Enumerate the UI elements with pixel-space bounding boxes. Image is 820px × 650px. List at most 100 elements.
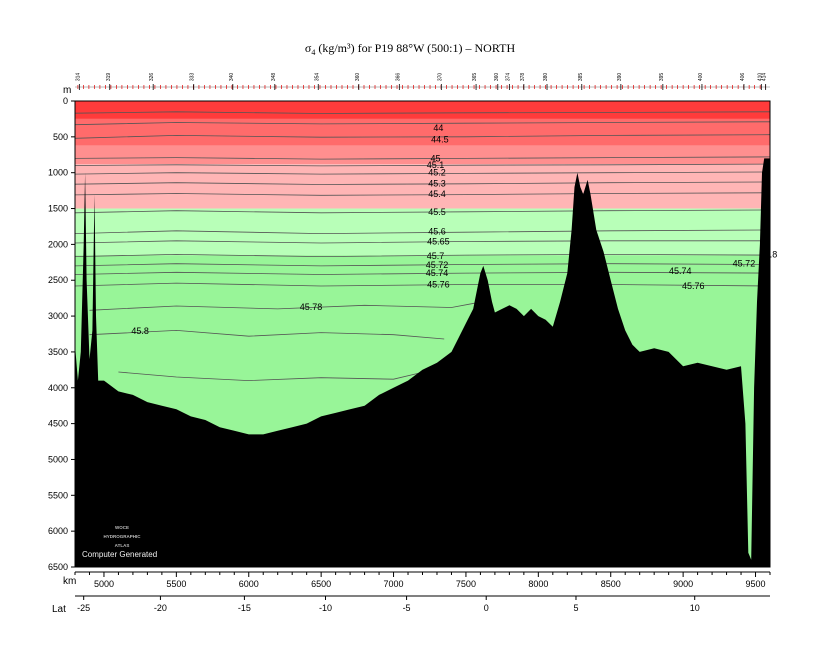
isopycnal-contour <box>74 111 771 114</box>
lat-tick-label: 10 <box>690 603 700 613</box>
contour-label: 45 <box>431 153 441 163</box>
station-label: 414 <box>762 73 768 82</box>
depth-tick-label: 2500 <box>48 275 68 285</box>
lat-tick-label: -20 <box>154 603 167 613</box>
isopycnal-contour <box>74 121 771 126</box>
station-label: 370 <box>437 73 443 82</box>
density-band <box>75 208 770 256</box>
logo-line-3: ATLAS <box>115 543 130 548</box>
km-tick-label: 7000 <box>384 579 404 589</box>
contour-label: 45.72 <box>733 259 756 269</box>
title-text: (kg/m³) for P19 88°W (500:1) – NORTH <box>315 41 515 55</box>
contour-label: 45.76 <box>682 281 705 291</box>
station-label: 365 <box>472 73 478 82</box>
depth-tick-label: 6000 <box>48 526 68 536</box>
title-subscript: 4 <box>311 48 315 57</box>
contour-label: 45.2 <box>428 168 446 178</box>
isopycnal-contour <box>74 163 771 167</box>
contour-label: 45.78 <box>300 302 323 312</box>
title-symbol: σ <box>305 41 312 55</box>
isopycnal-contour <box>74 171 771 175</box>
km-axis-label: km <box>63 576 76 587</box>
km-tick-label: 5000 <box>94 579 114 589</box>
station-label: 348 <box>271 73 277 82</box>
contour-label: 45.76 <box>427 280 450 290</box>
station-label: 390 <box>617 73 623 82</box>
km-tick-label: 6500 <box>311 579 331 589</box>
chart-title: σ4 (kg/m³) for P19 88°W (500:1) – NORTH <box>305 41 516 57</box>
isopycnal-contour <box>74 156 771 160</box>
isopycnal-contour <box>74 181 771 185</box>
km-tick-label: 6000 <box>239 579 259 589</box>
depth-tick-label: 500 <box>53 132 68 142</box>
km-tick-label: 9500 <box>746 579 766 589</box>
contour-label: 45.8 <box>131 326 149 336</box>
isopycnal-contour <box>89 302 475 311</box>
isopycnal-contour <box>89 329 445 340</box>
depth-tick-label: 5000 <box>48 454 68 464</box>
contour-label: 45.6 <box>428 226 446 236</box>
station-label: 374 <box>505 73 511 82</box>
depth-tick-label: 1000 <box>48 168 68 178</box>
depth-tick-label: 5500 <box>48 490 68 500</box>
isopycnal-contour <box>74 253 771 258</box>
isopycnal-contour <box>74 263 771 267</box>
station-label: 354 <box>314 73 320 82</box>
contour-label: 45.72 <box>426 260 449 270</box>
depth-tick-label: 0 <box>63 96 68 106</box>
contour-label: 44 <box>433 123 443 133</box>
woce-logo: WOCE HYDROGRAPHIC ATLAS <box>103 525 141 548</box>
station-label: 314 <box>75 73 81 82</box>
isopycnal-contour <box>74 192 771 196</box>
depth-tick-label: 3000 <box>48 311 68 321</box>
isopycnal-contour <box>74 282 771 287</box>
depth-tick-label: 6500 <box>48 562 68 572</box>
km-tick-label: 9000 <box>673 579 693 589</box>
km-tick-label: 7500 <box>456 579 476 589</box>
station-label: 378 <box>520 73 526 82</box>
depth-axis-label: m <box>63 85 71 96</box>
depth-tick-label: 4500 <box>48 419 68 429</box>
logo-line-1: WOCE <box>115 525 129 530</box>
station-label: 326 <box>149 73 155 82</box>
station-label: 385 <box>578 73 584 82</box>
density-band <box>75 145 770 165</box>
station-label: 360 <box>355 73 361 82</box>
lat-tick-label: 5 <box>573 603 578 613</box>
lat-tick-label: -5 <box>403 603 411 613</box>
contour-label: 45.4 <box>428 189 446 199</box>
lat-tick-label: -25 <box>77 603 90 613</box>
isopycnal-contour <box>74 134 771 139</box>
depth-tick-label: 2000 <box>48 239 68 249</box>
contour-label: 45.1 <box>427 160 445 170</box>
contour-label: 44.5 <box>431 135 449 145</box>
contour-label: 45.74 <box>669 266 692 276</box>
isopycnal-contour <box>74 209 771 214</box>
contour-label: 45.74 <box>426 268 449 278</box>
station-label: 333 <box>190 73 196 82</box>
depth-tick-label: 3500 <box>48 347 68 357</box>
logo-line-2: HYDROGRAPHIC <box>103 534 141 539</box>
contour-label: 45.3 <box>428 178 446 188</box>
contour-label: 45.7 <box>427 251 445 261</box>
station-label: 400 <box>698 73 704 82</box>
isopycnal-contour <box>118 370 430 382</box>
isopycnal-contour <box>74 229 771 235</box>
station-label: 410 <box>757 73 763 82</box>
computer-generated-credit: Computer Generated <box>82 550 157 559</box>
station-label: 366 <box>395 73 401 82</box>
km-tick-label: 8000 <box>528 579 548 589</box>
isopycnal-contour <box>74 271 771 275</box>
km-tick-label: 5500 <box>166 579 186 589</box>
density-band <box>75 164 770 209</box>
station-label: 380 <box>543 73 549 82</box>
station-label: 395 <box>659 73 665 82</box>
lat-tick-label: -15 <box>238 603 251 613</box>
contour-label: 45.8 <box>760 249 778 259</box>
depth-tick-label: 4000 <box>48 383 68 393</box>
station-label: 319 <box>106 73 112 82</box>
station-label: 340 <box>229 73 235 82</box>
contour-label: 45.5 <box>428 207 446 217</box>
